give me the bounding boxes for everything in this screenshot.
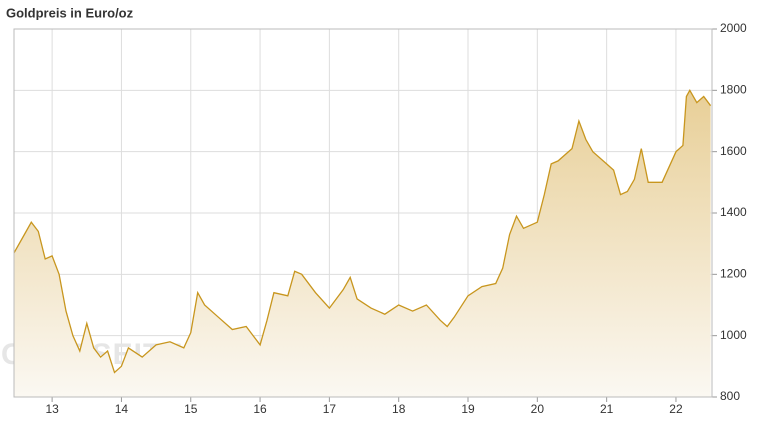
y-tick-label: 1400	[720, 205, 747, 219]
y-tick-label: 1800	[720, 83, 747, 97]
x-tick-label: 21	[600, 402, 614, 416]
plot-border	[13, 28, 713, 398]
line	[13, 88, 712, 374]
chart-title: Goldpreis in Euro/oz	[6, 5, 134, 20]
area	[14, 90, 711, 398]
x-tick-label: 20	[531, 402, 545, 416]
x-tick-label: 16	[253, 402, 267, 416]
x-tick-label: 15	[184, 402, 198, 416]
y-tick-label: 2000	[720, 21, 747, 35]
y-tick-label: 800	[720, 389, 740, 403]
y-tick-label: 1000	[720, 328, 747, 342]
x-tick-label: 22	[669, 402, 683, 416]
y-tick-label: 1200	[720, 267, 747, 281]
x-tick-label: 14	[115, 402, 129, 416]
x-tick-label: 17	[323, 402, 337, 416]
y-tick-label: 1600	[720, 144, 747, 158]
x-tick-label: 18	[392, 402, 406, 416]
x-tick-label: 13	[45, 402, 59, 416]
x-tick-label: 19	[461, 402, 475, 416]
